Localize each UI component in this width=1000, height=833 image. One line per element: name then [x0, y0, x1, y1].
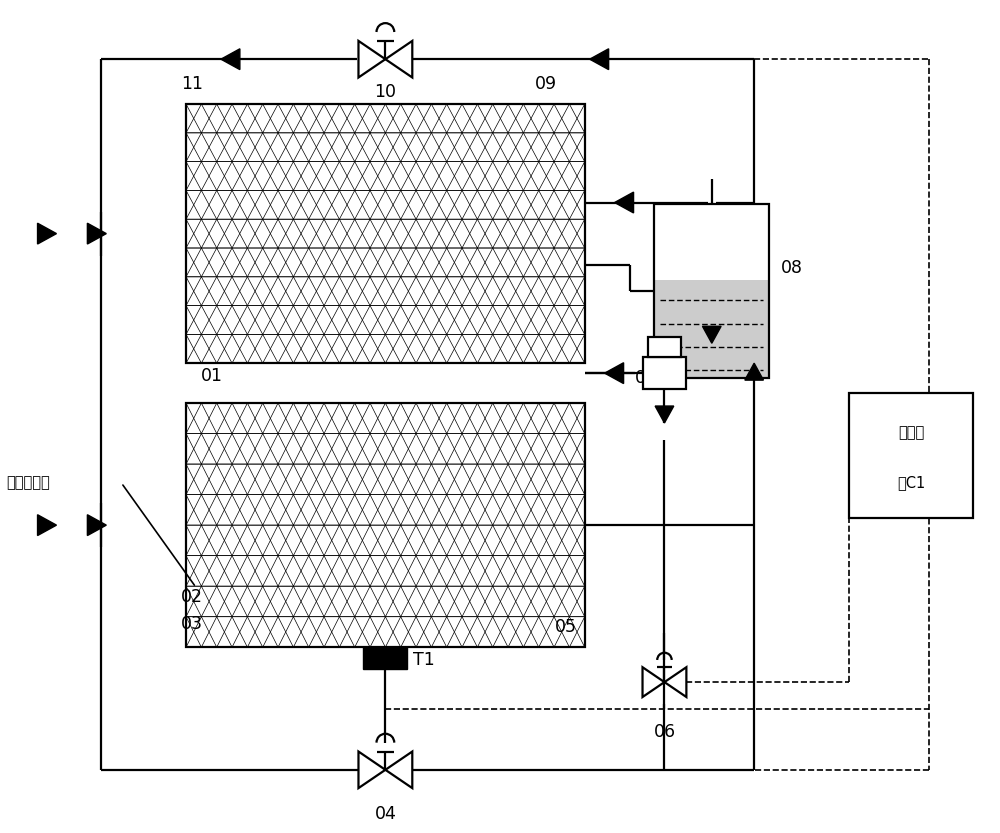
Bar — [849, 393, 973, 517]
Polygon shape — [385, 41, 412, 77]
Polygon shape — [615, 192, 634, 213]
Polygon shape — [38, 515, 56, 536]
Text: 08: 08 — [781, 259, 803, 277]
Polygon shape — [664, 667, 686, 697]
Text: 10: 10 — [374, 83, 396, 101]
Polygon shape — [38, 223, 56, 244]
Text: 11: 11 — [181, 75, 203, 93]
Text: 05: 05 — [555, 618, 577, 636]
Bar — [186, 403, 585, 647]
Polygon shape — [87, 515, 106, 536]
Polygon shape — [87, 223, 106, 244]
Text: 06: 06 — [653, 723, 676, 741]
Polygon shape — [655, 406, 674, 423]
Text: 01: 01 — [201, 367, 223, 385]
Polygon shape — [358, 41, 385, 77]
Text: 03: 03 — [181, 616, 203, 633]
Bar — [186, 104, 585, 363]
Text: 07: 07 — [634, 369, 656, 387]
Text: 04: 04 — [374, 805, 396, 823]
Polygon shape — [643, 667, 664, 697]
Polygon shape — [745, 363, 763, 380]
Bar — [654, 204, 769, 378]
Polygon shape — [605, 362, 624, 383]
Polygon shape — [590, 49, 609, 70]
Bar — [363, 647, 407, 669]
Bar — [643, 357, 686, 389]
Bar — [708, 179, 716, 204]
Text: 09: 09 — [535, 75, 557, 93]
Bar — [654, 204, 769, 378]
Polygon shape — [385, 751, 412, 788]
Text: 02: 02 — [181, 588, 203, 606]
Polygon shape — [358, 751, 385, 788]
Bar — [648, 337, 681, 357]
Bar — [654, 281, 769, 378]
Text: 控制模: 控制模 — [898, 426, 924, 441]
Text: 制冷剂通道: 制冷剂通道 — [7, 476, 50, 491]
Polygon shape — [702, 327, 721, 343]
Polygon shape — [221, 49, 240, 70]
Text: 块C1: 块C1 — [897, 476, 925, 491]
Text: T1: T1 — [413, 651, 435, 669]
